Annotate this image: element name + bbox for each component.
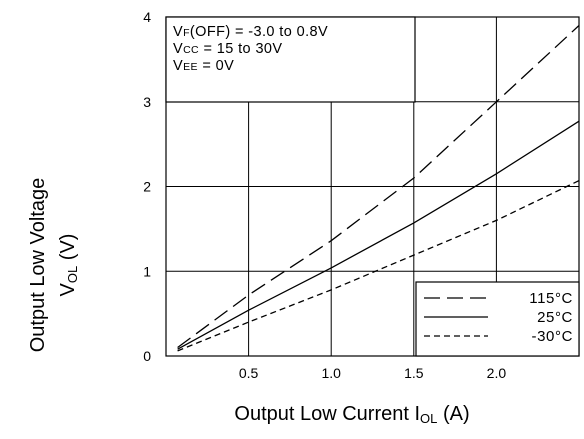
condition-line: VEE = 0V	[173, 58, 234, 74]
legend-label: 115°C	[529, 290, 573, 307]
x-axis-label: Output Low Current IOL (A)	[234, 403, 469, 426]
y-axis-label-line1: Output Low Voltage	[27, 178, 49, 353]
legend: 115°C 25°C -30°C	[415, 281, 580, 357]
x-tick-label: 2.0	[487, 365, 507, 381]
condition-line: VF(OFF) = -3.0 to 0.8V	[173, 24, 328, 40]
y-tick-label: 2	[143, 179, 151, 195]
tick-labels: 0.5 1.0 1.5 2.0 0 1 2 3 4	[143, 9, 506, 381]
conditions-box-border	[165, 16, 416, 103]
x-tick-label: 1.0	[321, 365, 341, 381]
x-tick-label: 1.5	[404, 365, 424, 381]
series-line-1	[177, 25, 580, 349]
y-tick-label: 4	[143, 9, 151, 25]
y-tick-label: 0	[143, 348, 151, 364]
legend-label: 25°C	[537, 309, 573, 326]
y-tick-label: 3	[143, 94, 151, 110]
y-tick-label: 1	[143, 263, 151, 279]
series-lines	[177, 25, 580, 352]
legend-label: -30°C	[531, 328, 573, 345]
series-line-2	[177, 120, 580, 350]
y-axis-label-line2: VOL (V)	[57, 234, 80, 297]
legend-border	[415, 281, 580, 357]
condition-line: VCC = 15 to 30V	[173, 41, 282, 57]
y-axis-label: Output Low Voltage VOL (V)	[27, 178, 80, 353]
series-line-3	[177, 180, 580, 352]
x-tick-label: 0.5	[239, 365, 259, 381]
